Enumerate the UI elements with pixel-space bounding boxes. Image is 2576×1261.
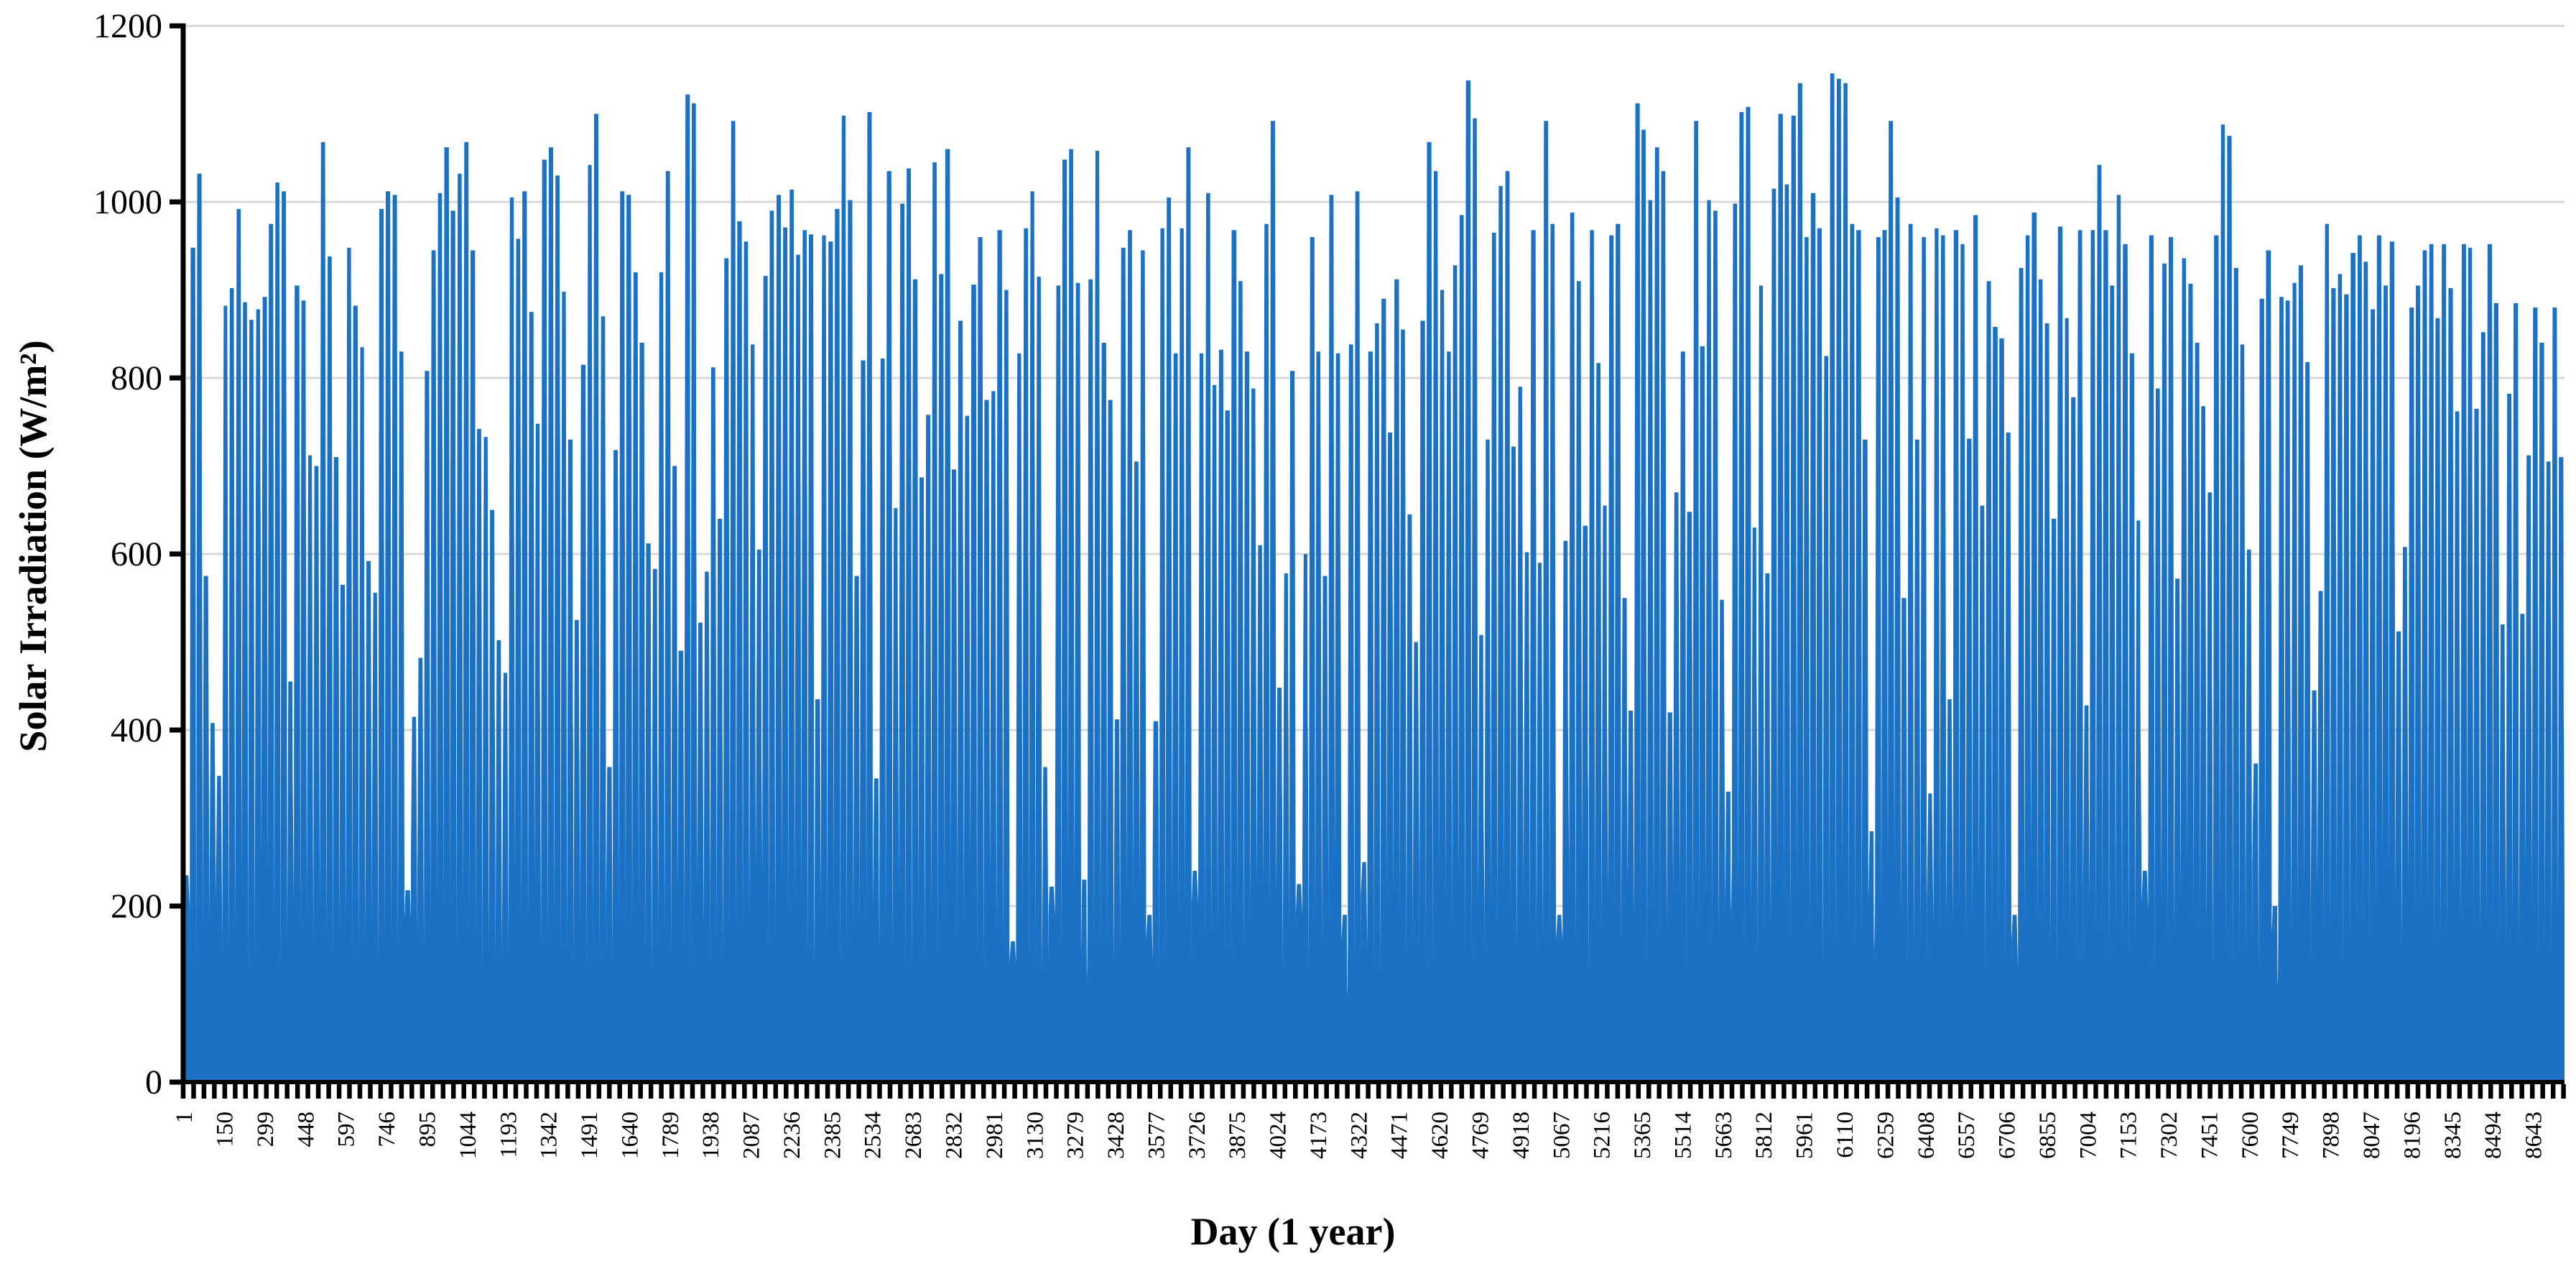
x-tick-label: 4024 [1266, 1112, 1292, 1159]
x-tick-label: 8494 [2480, 1112, 2506, 1159]
x-tick-label: 5663 [1711, 1112, 1737, 1159]
x-tick-label: 150 [213, 1112, 238, 1147]
x-tick-label: 2236 [779, 1112, 805, 1159]
x-tick-label: 2385 [820, 1112, 845, 1159]
x-tick-label: 5812 [1751, 1112, 1777, 1159]
y-tick-label: 1200 [93, 7, 162, 45]
x-tick-label: 1640 [617, 1112, 643, 1159]
x-tick-label: 8643 [2521, 1112, 2547, 1159]
x-tick-label: 6557 [1954, 1112, 1980, 1159]
x-tick-label: 7451 [2197, 1112, 2223, 1159]
x-tick-label: 4173 [1306, 1112, 1332, 1159]
x-tick-label: 4769 [1468, 1112, 1494, 1159]
irradiation-bars [183, 73, 2565, 1083]
x-tick-label: 1342 [537, 1112, 562, 1159]
x-tick-label: 7600 [2238, 1112, 2264, 1159]
x-tick-label: 7302 [2156, 1112, 2182, 1159]
y-tick-label: 400 [111, 711, 162, 749]
x-tick-label: 2534 [861, 1112, 886, 1159]
x-tick-label: 1938 [698, 1112, 724, 1159]
x-tick-label: 1491 [577, 1112, 603, 1159]
x-tick-label: 895 [415, 1112, 441, 1147]
y-tick-label: 0 [145, 1063, 162, 1101]
x-tick-label: 3130 [1022, 1112, 1048, 1159]
x-tick-label: 8047 [2359, 1112, 2385, 1159]
x-tick-label: 5067 [1549, 1112, 1575, 1159]
x-tick-label: 1193 [496, 1112, 522, 1158]
y-tick-label: 600 [111, 535, 162, 573]
x-tick-label: 4471 [1387, 1112, 1413, 1159]
x-tick-label: 299 [253, 1112, 279, 1147]
x-tick-label: 5365 [1630, 1112, 1656, 1159]
x-axis-title: Day (1 year) [1190, 1210, 1396, 1253]
x-tick-label: 7749 [2278, 1112, 2304, 1159]
y-tick-label: 800 [111, 359, 162, 397]
x-tick-label: 2087 [739, 1112, 765, 1159]
x-tick-label: 6259 [1873, 1112, 1899, 1159]
x-tick-label: 8196 [2399, 1112, 2425, 1159]
x-tick-label: 3279 [1063, 1112, 1089, 1159]
x-tick-label: 3875 [1225, 1112, 1251, 1159]
x-tick-label: 746 [374, 1112, 400, 1147]
x-tick-label: 1 [172, 1112, 198, 1124]
x-tick-label: 597 [334, 1112, 360, 1147]
x-tick-label: 6855 [2035, 1112, 2061, 1159]
x-tick-label: 3726 [1185, 1112, 1210, 1159]
x-tick-label: 8345 [2440, 1112, 2466, 1159]
x-tick-label: 5514 [1670, 1112, 1696, 1159]
x-tick-label: 3577 [1144, 1112, 1169, 1159]
x-tick-label: 2832 [942, 1112, 968, 1159]
x-tick-label: 1044 [455, 1112, 481, 1159]
y-axis-title: Solar Irradiation (W/m²) [11, 340, 55, 752]
x-tick-label: 2981 [982, 1112, 1008, 1159]
x-tick-label: 7153 [2116, 1112, 2142, 1159]
x-tick-label: 6706 [1995, 1112, 2021, 1159]
x-tick-label: 6408 [1914, 1112, 1940, 1159]
x-tick-label: 3428 [1103, 1112, 1129, 1159]
x-tick-label: 5961 [1792, 1112, 1818, 1159]
x-tick-label: 4620 [1427, 1112, 1453, 1159]
y-tick-label: 200 [111, 887, 162, 925]
x-tick-label: 4918 [1509, 1112, 1534, 1159]
y-tick-label: 1000 [93, 183, 162, 221]
x-axis-ticks [180, 1084, 2566, 1099]
x-tick-label: 6110 [1833, 1112, 1858, 1158]
x-tick-label: 448 [293, 1112, 319, 1147]
x-tick-label: 7898 [2319, 1112, 2345, 1159]
x-tick-label: 5216 [1590, 1112, 1616, 1159]
x-tick-label: 4322 [1346, 1112, 1372, 1159]
x-tick-label: 2683 [901, 1112, 927, 1159]
x-tick-label: 7004 [2075, 1112, 2101, 1159]
x-tick-label: 1789 [658, 1112, 684, 1159]
